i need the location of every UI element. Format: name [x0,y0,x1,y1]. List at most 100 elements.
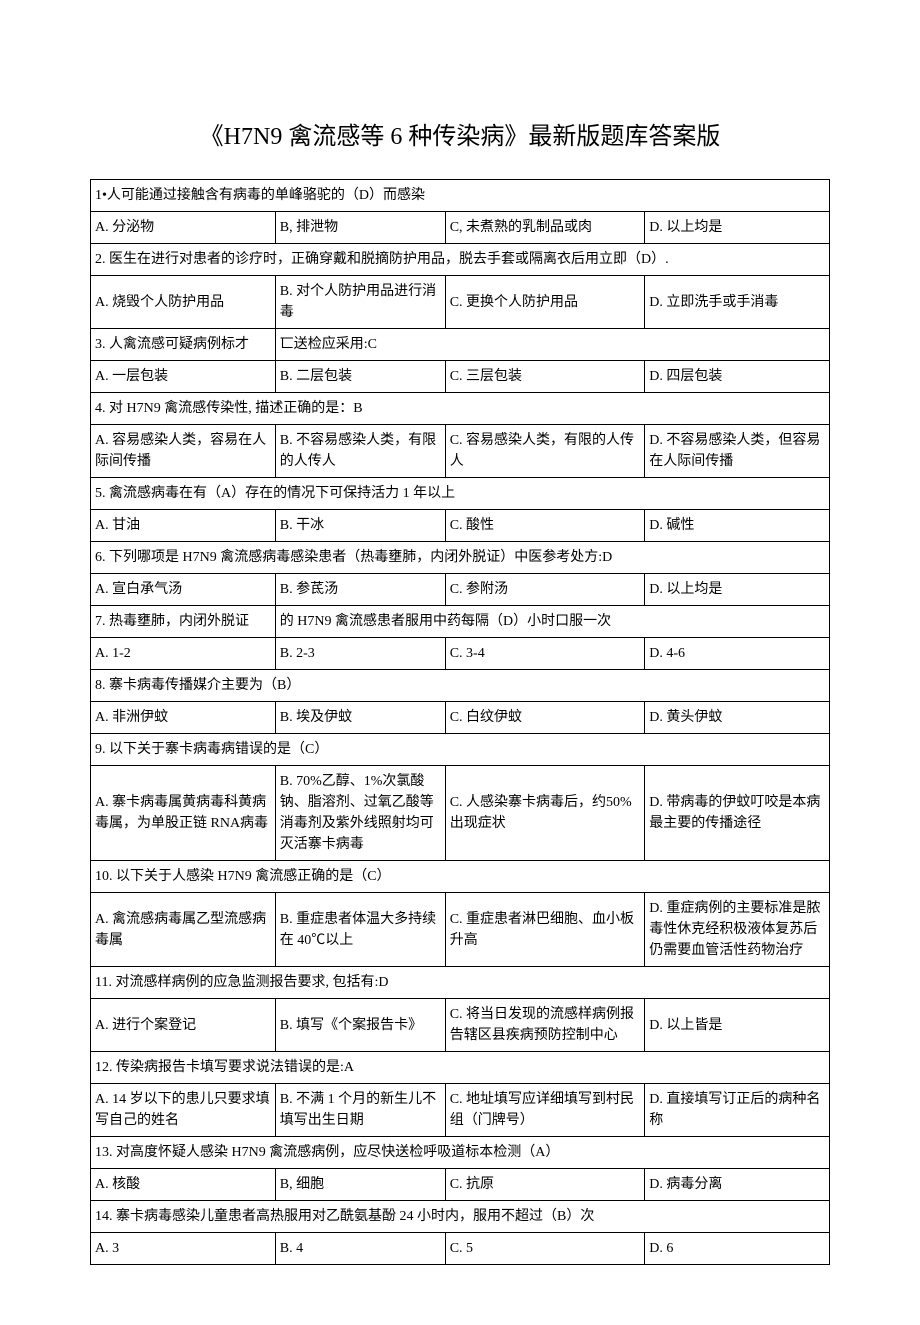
option-cell: C. 将当日发现的流感样病例报告辖区县疾病预防控制中心 [445,999,645,1052]
option-cell: D. 以上均是 [645,574,830,606]
question-cell: 10. 以下关于人感染 H7N9 禽流感正确的是（C） [91,861,830,893]
table-row: A. 核酸B, 细胞C. 抗原D. 病毒分离 [91,1169,830,1201]
question-cell: 8. 寨卡病毒传播媒介主要为（B） [91,670,830,702]
option-cell: A. 进行个案登记 [91,999,276,1052]
table-row: A. 14 岁以下的患儿只要求填写自己的姓名B. 不满 1 个月的新生儿不填写出… [91,1084,830,1137]
table-row: 6. 下列哪项是 H7N9 禽流感病毒感染患者（热毒壅肺，内闭外脱证）中医参考处… [91,542,830,574]
option-cell: D. 碱性 [645,510,830,542]
option-cell: C. 更换个人防护用品 [445,276,645,329]
question-cell: 9. 以下关于寨卡病毒病错误的是（C） [91,734,830,766]
table-row: A. 容易感染人类，容易在人际间传播B. 不容易感染人类，有限的人传人C. 容易… [91,425,830,478]
option-cell: D. 重症病例的主要标准是脓毒性休克经积极液体复苏后仍需要血管活性药物治疗 [645,893,830,967]
option-cell: C. 重症患者淋巴细胞、血小板升高 [445,893,645,967]
question-cell: 3. 人禽流感可疑病例标才 [91,329,276,361]
question-table: 1•人可能通过接触含有病毒的单峰骆驼的（D）而感染A. 分泌物B, 排泄物C, … [90,179,830,1265]
option-cell: A. 1-2 [91,638,276,670]
option-cell: A. 容易感染人类，容易在人际间传播 [91,425,276,478]
table-row: 10. 以下关于人感染 H7N9 禽流感正确的是（C） [91,861,830,893]
table-row: 13. 对高度怀疑人感染 H7N9 禽流感病例，应尽快送检呼吸道标本检测（A） [91,1137,830,1169]
table-row: 9. 以下关于寨卡病毒病错误的是（C） [91,734,830,766]
table-row: A. 进行个案登记B. 填写《个案报告卡》C. 将当日发现的流感样病例报告辖区县… [91,999,830,1052]
option-cell: D. 病毒分离 [645,1169,830,1201]
table-row: A. 3B. 4C. 5D. 6 [91,1233,830,1265]
option-cell: C, 未煮熟的乳制品或肉 [445,212,645,244]
question-cell: 5. 禽流感病毒在有（A）存在的情况下可保持活力 1 年以上 [91,478,830,510]
option-cell: C. 酸性 [445,510,645,542]
option-cell: B. 2-3 [275,638,445,670]
option-cell: D. 四层包装 [645,361,830,393]
option-cell: B. 二层包装 [275,361,445,393]
option-cell: B, 排泄物 [275,212,445,244]
option-cell: A. 宣白承气汤 [91,574,276,606]
table-row: A. 1-2B. 2-3C. 3-4D. 4-6 [91,638,830,670]
table-row: 12. 传染病报告卡填写要求说法错误的是:A [91,1052,830,1084]
document-page: 《H7N9 禽流感等 6 种传染病》最新版题库答案版 1•人可能通过接触含有病毒… [0,0,920,1325]
option-cell: C. 3-4 [445,638,645,670]
question-cell: 的 H7N9 禽流感患者服用中药每隔（D）小时口服一次 [275,606,829,638]
table-row: 4. 对 H7N9 禽流感传染性, 描述正确的是：B [91,393,830,425]
option-cell: A. 一层包装 [91,361,276,393]
option-cell: C. 三层包装 [445,361,645,393]
option-cell: D. 不容易感染人类，但容易在人际间传播 [645,425,830,478]
question-cell: 6. 下列哪项是 H7N9 禽流感病毒感染患者（热毒壅肺，内闭外脱证）中医参考处… [91,542,830,574]
table-row: A. 宣白承气汤B. 参茋汤C. 参附汤D. 以上均是 [91,574,830,606]
table-row: 3. 人禽流感可疑病例标才匸送检应采用:C [91,329,830,361]
table-row: A. 分泌物B, 排泄物C, 未煮熟的乳制品或肉D. 以上均是 [91,212,830,244]
table-row: A. 甘油B. 干冰C. 酸性D. 碱性 [91,510,830,542]
table-row: 1•人可能通过接触含有病毒的单峰骆驼的（D）而感染 [91,180,830,212]
option-cell: C. 人感染寨卡病毒后，约50%出现症状 [445,766,645,861]
option-cell: D. 带病毒的伊蚊叮咬是本病最主要的传播途径 [645,766,830,861]
table-row: 2. 医生在进行对患者的诊疗时，正确穿戴和脱摘防护用品，脱去手套或隔离衣后用立即… [91,244,830,276]
option-cell: A. 3 [91,1233,276,1265]
question-cell: 2. 医生在进行对患者的诊疗时，正确穿戴和脱摘防护用品，脱去手套或隔离衣后用立即… [91,244,830,276]
option-cell: D. 以上均是 [645,212,830,244]
option-cell: B. 4 [275,1233,445,1265]
table-row: A. 烧毁个人防护用品B. 对个人防护用品进行消毒C. 更换个人防护用品D. 立… [91,276,830,329]
question-cell: 匸送检应采用:C [275,329,829,361]
option-cell: C. 5 [445,1233,645,1265]
table-row: A. 寨卡病毒属黄病毒科黄病毒属，为单股正链 RNA病毒B. 70%乙醇、1%次… [91,766,830,861]
option-cell: D. 4-6 [645,638,830,670]
option-cell: B. 干冰 [275,510,445,542]
option-cell: D. 黄头伊蚊 [645,702,830,734]
option-cell: D. 以上皆是 [645,999,830,1052]
option-cell: B. 对个人防护用品进行消毒 [275,276,445,329]
table-row: 11. 对流感样病例的应急监测报告要求, 包括有:D [91,967,830,999]
question-cell: 11. 对流感样病例的应急监测报告要求, 包括有:D [91,967,830,999]
option-cell: B. 70%乙醇、1%次氯酸钠、脂溶剂、过氧乙酸等消毒剂及紫外线照射均可灭活寨卡… [275,766,445,861]
page-title: 《H7N9 禽流感等 6 种传染病》最新版题库答案版 [90,116,830,151]
option-cell: A. 分泌物 [91,212,276,244]
question-cell: 12. 传染病报告卡填写要求说法错误的是:A [91,1052,830,1084]
option-cell: A. 非洲伊蚊 [91,702,276,734]
table-row: A. 非洲伊蚊B. 埃及伊蚊C. 白纹伊蚊D. 黄头伊蚊 [91,702,830,734]
option-cell: B. 填写《个案报告卡》 [275,999,445,1052]
option-cell: D. 立即洗手或手消毒 [645,276,830,329]
question-cell: 14. 寨卡病毒感染儿童患者高热服用对乙酰氨基酚 24 小时内，服用不超过（B）… [91,1201,830,1233]
option-cell: B. 埃及伊蚊 [275,702,445,734]
question-cell: 13. 对高度怀疑人感染 H7N9 禽流感病例，应尽快送检呼吸道标本检测（A） [91,1137,830,1169]
option-cell: A. 烧毁个人防护用品 [91,276,276,329]
option-cell: D. 6 [645,1233,830,1265]
option-cell: C. 参附汤 [445,574,645,606]
option-cell: C. 抗原 [445,1169,645,1201]
question-cell: 4. 对 H7N9 禽流感传染性, 描述正确的是：B [91,393,830,425]
option-cell: A. 14 岁以下的患儿只要求填写自己的姓名 [91,1084,276,1137]
option-cell: A. 甘油 [91,510,276,542]
option-cell: C. 白纹伊蚊 [445,702,645,734]
option-cell: B. 重症患者体温大多持续在 40℃以上 [275,893,445,967]
table-row: A. 禽流感病毒属乙型流感病毒属B. 重症患者体温大多持续在 40℃以上C. 重… [91,893,830,967]
option-cell: B. 不容易感染人类，有限的人传人 [275,425,445,478]
option-cell: B. 不满 1 个月的新生儿不填写出生日期 [275,1084,445,1137]
option-cell: C. 地址填写应详细填写到村民组（门牌号） [445,1084,645,1137]
option-cell: B, 细胞 [275,1169,445,1201]
option-cell: A. 寨卡病毒属黄病毒科黄病毒属，为单股正链 RNA病毒 [91,766,276,861]
table-row: 14. 寨卡病毒感染儿童患者高热服用对乙酰氨基酚 24 小时内，服用不超过（B）… [91,1201,830,1233]
option-cell: A. 核酸 [91,1169,276,1201]
table-row: 7. 热毒壅肺，内闭外脱证的 H7N9 禽流感患者服用中药每隔（D）小时口服一次 [91,606,830,638]
option-cell: A. 禽流感病毒属乙型流感病毒属 [91,893,276,967]
table-row: A. 一层包装B. 二层包装C. 三层包装D. 四层包装 [91,361,830,393]
table-row: 8. 寨卡病毒传播媒介主要为（B） [91,670,830,702]
option-cell: B. 参茋汤 [275,574,445,606]
option-cell: C. 容易感染人类，有限的人传人 [445,425,645,478]
question-cell: 1•人可能通过接触含有病毒的单峰骆驼的（D）而感染 [91,180,830,212]
